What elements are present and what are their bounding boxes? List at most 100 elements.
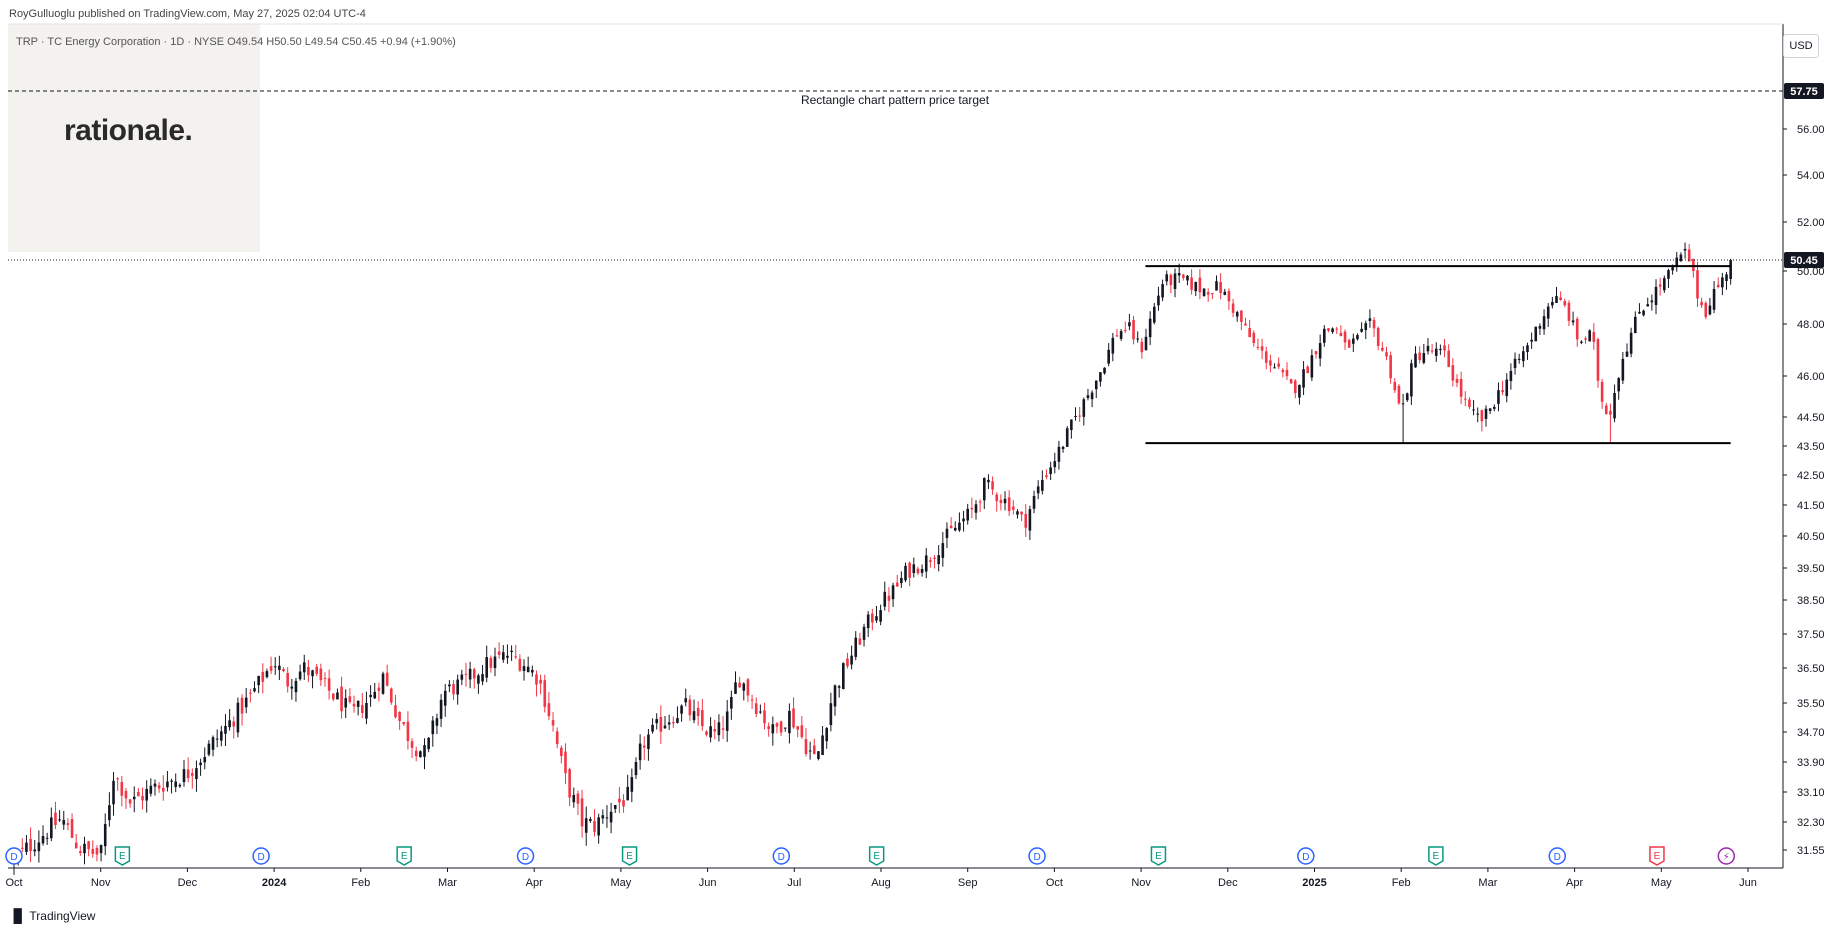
candle xyxy=(1007,490,1011,516)
candle-body xyxy=(373,691,377,699)
candle xyxy=(460,669,464,686)
candle-body xyxy=(1559,297,1562,300)
candle xyxy=(336,688,339,700)
dividend-marker[interactable]: D xyxy=(516,847,535,865)
candle-body xyxy=(1298,384,1301,398)
candle-body xyxy=(1128,322,1131,327)
candle-body xyxy=(1182,274,1185,278)
candle-body xyxy=(829,703,833,726)
candle-body xyxy=(900,577,903,584)
candle-body xyxy=(269,666,273,671)
candle xyxy=(1468,397,1471,410)
candle xyxy=(1194,281,1198,296)
candle-body xyxy=(804,739,808,755)
earnings-marker[interactable]: E xyxy=(114,846,131,866)
candle xyxy=(821,726,824,756)
candle-body xyxy=(240,697,244,714)
candle xyxy=(1211,292,1214,300)
candle-body xyxy=(970,507,974,510)
candle-body xyxy=(991,481,994,490)
candle xyxy=(900,571,903,588)
candle-body xyxy=(842,663,845,690)
earnings-marker[interactable]: E xyxy=(621,846,638,866)
candle xyxy=(501,645,505,663)
candle-body xyxy=(1323,328,1326,343)
dividend-marker[interactable]: D xyxy=(1548,847,1567,865)
candle-body xyxy=(1144,336,1148,351)
candle xyxy=(45,832,49,845)
candle-body xyxy=(1231,303,1235,313)
tradingview-footer[interactable]: ▐▌ TradingView xyxy=(9,908,95,923)
candle xyxy=(361,692,364,719)
candle xyxy=(50,807,53,842)
candle-body xyxy=(244,697,248,708)
dividend-marker[interactable]: D xyxy=(1028,847,1046,865)
candle-body xyxy=(62,819,66,825)
candle xyxy=(1447,344,1450,368)
dividend-marker[interactable]: D xyxy=(772,847,791,865)
candle-body xyxy=(1646,304,1650,307)
candle-body xyxy=(1356,335,1359,340)
candle xyxy=(1049,461,1052,480)
earnings-marker[interactable]: E xyxy=(868,846,885,866)
candle xyxy=(265,668,269,679)
candle-body xyxy=(1700,301,1703,306)
candle xyxy=(589,816,592,823)
candle xyxy=(613,804,617,813)
candle-body xyxy=(746,679,750,696)
candle-body xyxy=(1638,311,1641,314)
candle xyxy=(1575,316,1579,347)
candle xyxy=(1596,337,1600,388)
earnings-marker[interactable]: E xyxy=(1150,846,1167,866)
candle-body xyxy=(29,838,32,852)
candle-body xyxy=(1074,415,1077,417)
candle-body xyxy=(1003,498,1007,504)
dividend-marker[interactable]: D xyxy=(5,847,23,865)
candle-body xyxy=(978,501,982,503)
candle xyxy=(593,809,596,837)
candle xyxy=(812,738,816,755)
candle-body xyxy=(742,683,746,691)
candle xyxy=(1584,336,1587,344)
last-price-label-bg xyxy=(1784,251,1824,268)
candle xyxy=(273,657,277,675)
candle xyxy=(1592,323,1596,350)
candle-body xyxy=(1604,405,1608,415)
earnings-marker[interactable]: E xyxy=(1649,846,1665,866)
candle xyxy=(1493,404,1496,412)
candle-body xyxy=(381,673,385,694)
candle-body xyxy=(319,668,323,681)
candle-body xyxy=(555,731,559,745)
candle-body xyxy=(232,721,236,727)
candle xyxy=(439,694,443,728)
dividend-marker[interactable]: D xyxy=(1297,847,1315,865)
earnings-marker[interactable]: E xyxy=(396,846,412,866)
candle-body xyxy=(435,718,439,726)
candle xyxy=(1335,326,1339,334)
candle-body xyxy=(1546,306,1550,319)
candle xyxy=(1546,303,1550,328)
candle xyxy=(278,655,281,681)
flash-marker[interactable]: ⚡ xyxy=(1717,847,1736,865)
candle xyxy=(945,522,949,549)
dividend-marker[interactable]: D xyxy=(252,847,270,865)
candle xyxy=(734,671,737,694)
candle-body xyxy=(1580,341,1583,343)
candle xyxy=(966,503,969,525)
candle xyxy=(1360,322,1363,333)
earnings-marker[interactable]: E xyxy=(1428,846,1444,866)
candle xyxy=(1123,321,1127,333)
candle-body xyxy=(808,750,812,752)
candle xyxy=(79,845,82,856)
candle-body xyxy=(361,705,364,713)
candle-body xyxy=(1414,353,1417,368)
candle-body xyxy=(1642,310,1645,316)
candle-body xyxy=(398,711,401,721)
candle-body xyxy=(941,543,945,558)
currency-button[interactable]: USD xyxy=(1783,34,1819,58)
candle-body xyxy=(1393,382,1397,391)
candle xyxy=(1538,323,1542,335)
candle xyxy=(1285,362,1289,380)
candle-body xyxy=(1157,295,1160,306)
